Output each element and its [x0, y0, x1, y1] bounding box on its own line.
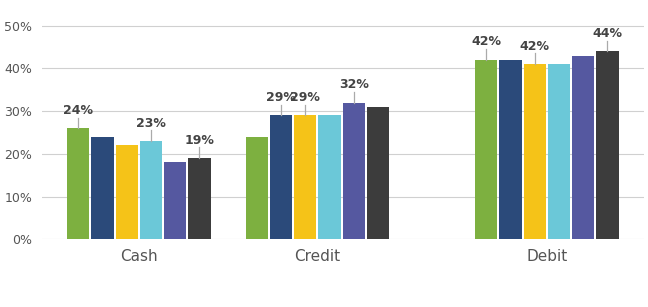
Bar [115, 145, 138, 239]
Text: 24%: 24% [64, 104, 93, 117]
Bar [188, 158, 211, 239]
Text: 44%: 44% [592, 27, 623, 40]
Bar [164, 162, 187, 239]
Bar [367, 107, 389, 239]
Text: 42%: 42% [471, 35, 502, 48]
Bar [140, 141, 162, 239]
Bar [270, 115, 292, 239]
Bar [67, 128, 89, 239]
Bar [572, 56, 594, 239]
Bar [500, 60, 522, 239]
Text: 29%: 29% [266, 91, 296, 104]
Bar [318, 115, 341, 239]
Bar [294, 115, 316, 239]
Bar [548, 64, 570, 239]
Bar [91, 137, 113, 239]
Text: 29%: 29% [290, 91, 320, 104]
Bar [524, 64, 546, 239]
Bar [246, 137, 268, 239]
Text: 32%: 32% [339, 78, 369, 91]
Bar [475, 60, 498, 239]
Bar [343, 103, 365, 239]
Bar [596, 51, 619, 239]
Text: 23%: 23% [136, 117, 166, 130]
Text: 19%: 19% [185, 134, 214, 147]
Text: 42%: 42% [520, 40, 550, 52]
